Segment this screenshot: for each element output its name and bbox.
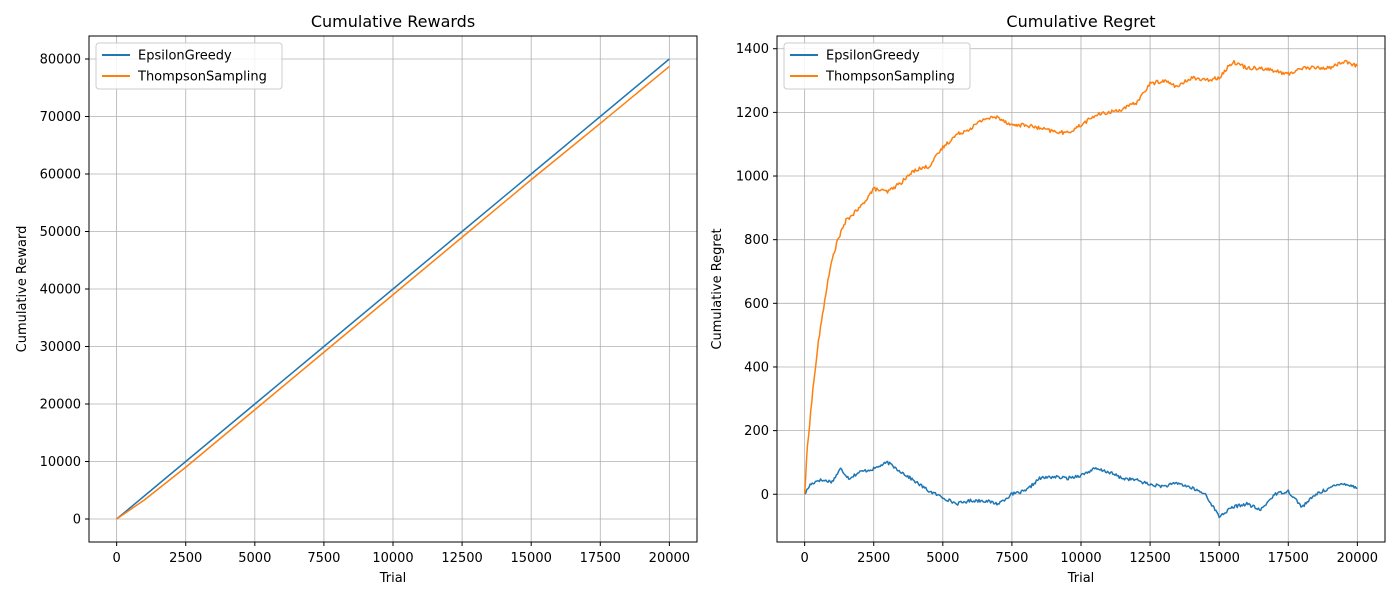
x-axis-label: Trial	[379, 571, 407, 586]
x-tick-label: 20000	[649, 551, 690, 566]
y-tick-label: 0	[761, 488, 769, 503]
y-tick-label: 400	[744, 360, 769, 375]
x-tick-label: 0	[112, 551, 120, 566]
y-tick-label: 70000	[40, 110, 81, 125]
x-tick-label: 20000	[1337, 551, 1378, 566]
x-tick-label: 5000	[926, 551, 959, 566]
cumulative-regret-chart: 0 2500 5000 7500 10000 12500 15000 17500 20000 0 2…	[710, 12, 1386, 586]
cumulative-rewards-chart: 0 2500 5000 7500 10000 12500 15000 17500 20000 0 1…	[15, 12, 698, 586]
y-tick-label: 800	[744, 233, 769, 248]
x-tick-label: 2500	[169, 551, 202, 566]
x-tick-label: 12500	[441, 551, 482, 566]
x-tick-label: 17500	[580, 551, 621, 566]
legend-label: EpsilonGreedy	[138, 49, 232, 64]
legend-box	[783, 42, 971, 90]
chart-title: Cumulative Rewards	[311, 12, 475, 31]
series-line-EpsilonGreedy	[804, 460, 1358, 519]
x-tick-label: 10000	[1060, 551, 1101, 566]
x-axis-label: Trial	[1067, 571, 1095, 586]
legend-label: ThompsonSampling	[137, 70, 267, 85]
y-tick-label: 10000	[40, 455, 81, 470]
y-tick-label: 30000	[40, 340, 81, 355]
y-tick-label: 0	[73, 513, 81, 528]
legend-label: EpsilonGreedy	[826, 49, 920, 64]
series-line-ThompsonSampling	[116, 65, 670, 520]
legend-label: ThompsonSampling	[825, 70, 955, 85]
y-tick-label: 20000	[40, 398, 81, 413]
x-tick-label: 15000	[1199, 551, 1240, 566]
y-axis-label: Cumulative Reward	[15, 226, 30, 353]
x-tick-label: 15000	[511, 551, 552, 566]
x-tick-label: 12500	[1129, 551, 1170, 566]
y-tick-label: 600	[744, 297, 769, 312]
series-line-EpsilonGreedy	[116, 58, 670, 520]
x-tick-label: 7500	[307, 551, 340, 566]
y-axis-label: Cumulative Regret	[710, 228, 725, 349]
y-tick-label: 40000	[40, 283, 81, 298]
x-tick-label: 10000	[372, 551, 413, 566]
y-tick-label: 1000	[736, 170, 769, 185]
y-tick-label: 50000	[40, 225, 81, 240]
chart-title: Cumulative Regret	[1006, 12, 1155, 31]
x-tick-label: 17500	[1268, 551, 1309, 566]
y-tick-label: 1200	[736, 106, 769, 121]
series-line-ThompsonSampling	[803, 59, 1359, 495]
y-tick-label: 1400	[736, 42, 769, 57]
y-tick-label: 60000	[40, 168, 81, 183]
x-tick-label: 5000	[238, 551, 271, 566]
x-tick-label: 2500	[857, 551, 890, 566]
x-tick-label: 7500	[995, 551, 1028, 566]
y-tick-label: 80000	[40, 53, 81, 68]
y-tick-label: 200	[744, 424, 769, 439]
legend-box	[95, 42, 283, 90]
x-tick-label: 0	[800, 551, 808, 566]
